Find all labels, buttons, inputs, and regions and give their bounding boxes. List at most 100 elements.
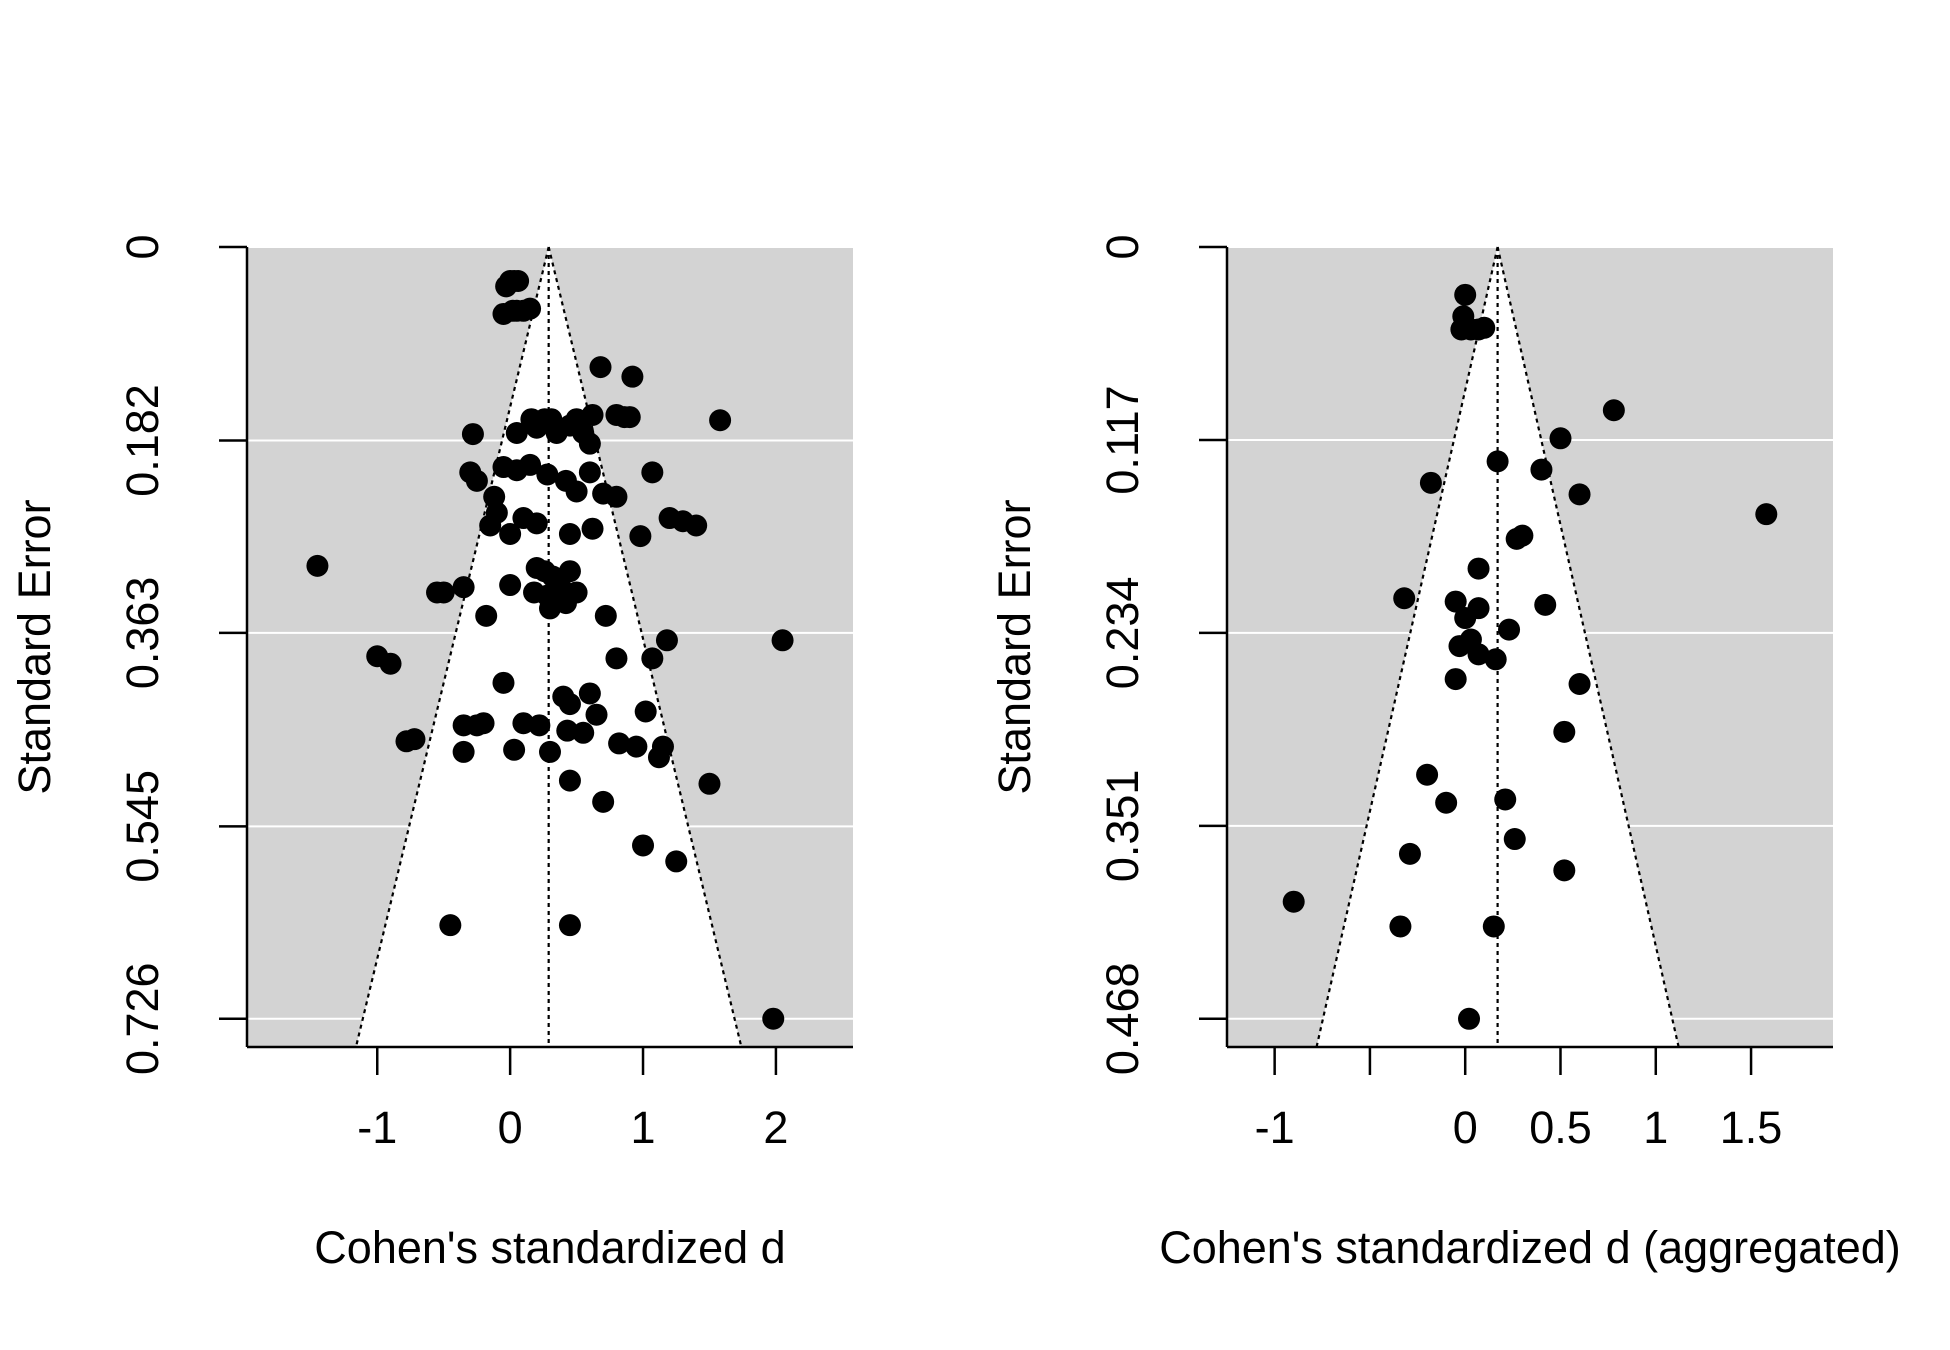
panel2-y-tick-label-2: 0.234 <box>1097 577 1148 690</box>
panel1-point-59 <box>558 560 581 583</box>
panel1-y-tick-label-2: 0.363 <box>117 577 168 690</box>
panel1-point-3 <box>495 275 518 298</box>
panel2-point-11 <box>1568 483 1591 506</box>
panel1-point-83 <box>472 712 495 735</box>
panel1-point-32 <box>536 463 559 486</box>
panel2-point-37 <box>1482 915 1505 938</box>
panel1-point-87 <box>572 721 595 744</box>
panel1-x-tick-label-1: 0 <box>498 1102 523 1153</box>
panel2-y-tick-label-4: 0.468 <box>1097 962 1148 1075</box>
panel2-point-0 <box>1454 283 1477 306</box>
panel2-point-35 <box>1282 890 1305 913</box>
panel1-point-34 <box>578 461 601 484</box>
panel1-point-95 <box>539 740 561 763</box>
panel2-x-tick-label-0: -1 <box>1255 1102 1295 1153</box>
panel1-funnel-right-edge <box>547 246 743 1048</box>
panel2-funnel-left-edge <box>1315 246 1499 1048</box>
panel1-point-69 <box>771 629 794 652</box>
panel1-point-19 <box>709 409 732 432</box>
panel1-point-47 <box>581 517 604 540</box>
panel1-point-28 <box>465 469 488 492</box>
panel1-x-tick-label-3: 2 <box>763 1102 788 1153</box>
panel1-point-70 <box>655 629 678 652</box>
panel1-point-37 <box>565 480 588 503</box>
panel1-point-91 <box>625 735 648 758</box>
panel1-point-102 <box>439 914 462 937</box>
panel2-x-tick-label-4: 1.5 <box>1720 1102 1783 1153</box>
panel1-point-26 <box>461 423 484 446</box>
panel1-point-75 <box>492 671 515 694</box>
panel2-point-17 <box>1444 590 1467 613</box>
panel1-point-65 <box>565 581 588 604</box>
panel1-point-96 <box>647 746 670 769</box>
panel2-point-38 <box>1458 1007 1481 1030</box>
panel1-point-48 <box>629 525 652 548</box>
panel1-x-tick-label-0: -1 <box>357 1102 397 1153</box>
panel1-x-axis-title: Cohen's standardized d <box>314 1222 785 1273</box>
panel1-point-35 <box>641 461 664 484</box>
panel1-point-66 <box>539 597 561 620</box>
panel1-x-tick-label-2: 1 <box>631 1102 656 1153</box>
panel1-point-101 <box>665 850 688 873</box>
panel2-x-axis-title: Cohen's standardized d (aggregated) <box>1159 1222 1901 1273</box>
panel1-point-53 <box>426 581 449 604</box>
panel2-y-axis-title: Standard Error <box>989 499 1040 794</box>
panel1-point-77 <box>578 682 601 705</box>
panel1-point-22 <box>505 422 528 445</box>
panel2-point-31 <box>1435 791 1458 814</box>
panel1-point-10 <box>621 365 644 388</box>
panel1-point-9 <box>589 356 612 379</box>
panel1-point-98 <box>698 772 721 795</box>
panel2-point-15 <box>1467 557 1490 580</box>
panel1-point-15 <box>581 403 604 426</box>
panel2-funnel-right-edge <box>1496 246 1680 1048</box>
panel2-point-24 <box>1467 643 1490 666</box>
panel1-point-100 <box>632 834 655 857</box>
panel2-x-tick-label-2: 0.5 <box>1529 1102 1592 1153</box>
panel1-point-72 <box>379 652 402 675</box>
panel1-point-55 <box>499 574 522 597</box>
panel2-point-9 <box>1530 458 1553 481</box>
panel2-point-12 <box>1755 503 1778 526</box>
panel2-point-6 <box>1602 399 1625 422</box>
panel1-point-97 <box>558 769 581 792</box>
panel1-point-99 <box>592 790 615 813</box>
panel1-point-74 <box>641 647 664 670</box>
panel1-point-103 <box>558 914 581 937</box>
panel1-point-18 <box>618 406 641 429</box>
panel2-point-16 <box>1393 587 1416 610</box>
panel1-y-tick-label-0: 0 <box>117 234 168 259</box>
panel2-point-34 <box>1553 859 1576 882</box>
panel2-point-23 <box>1448 635 1471 658</box>
panel1-point-42 <box>685 514 708 537</box>
panel2-point-26 <box>1444 668 1467 691</box>
panel1-point-25 <box>578 432 601 455</box>
panel2-point-28 <box>1553 720 1576 743</box>
panel1-point-23 <box>545 422 568 445</box>
panel1-point-54 <box>452 576 475 599</box>
panel1-point-78 <box>585 703 608 726</box>
panel2-point-21 <box>1498 618 1521 641</box>
panel1-point-46 <box>558 523 581 546</box>
panel2-point-27 <box>1568 673 1591 696</box>
panel1-point-62 <box>523 581 546 604</box>
panel1-point-8 <box>519 297 542 320</box>
panel1-point-85 <box>528 714 551 737</box>
panel2-point-19 <box>1534 593 1557 616</box>
panel1-funnel-left-edge <box>354 246 550 1048</box>
panel1-point-89 <box>395 730 418 753</box>
panel2-y-tick-label-3: 0.351 <box>1097 770 1148 883</box>
panel2-point-5 <box>1473 316 1496 339</box>
panel1-y-axis-title: Standard Error <box>9 499 60 794</box>
panel2-point-10 <box>1419 471 1442 494</box>
panel2-point-32 <box>1503 828 1526 851</box>
panel2-y-tick-label-0: 0 <box>1097 234 1148 259</box>
panel2-point-7 <box>1549 427 1572 450</box>
panel2-point-29 <box>1416 763 1439 786</box>
panel2-group: 0 0.117 0.234 0.351 0.468 -1 0 0.5 1 1.5 Cohen's s… <box>989 234 1901 1273</box>
panel2-point-14 <box>1505 527 1528 550</box>
panel2-point-30 <box>1494 788 1517 811</box>
panel2-y-tick-label-1: 0.117 <box>1097 385 1148 494</box>
panel1-point-51 <box>306 554 329 577</box>
